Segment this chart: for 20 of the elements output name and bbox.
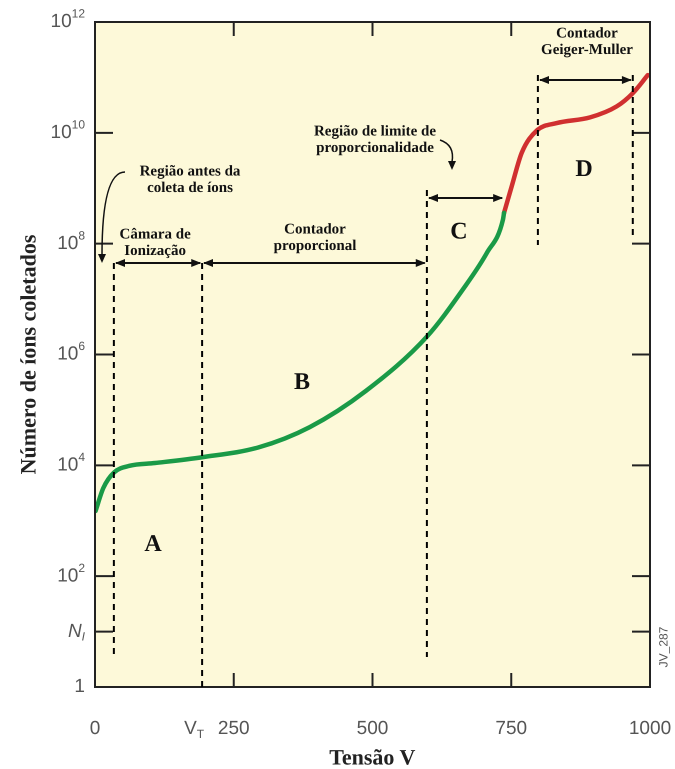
annotation: Região antes da coleta de íons [140,164,241,196]
annotation: Contador proporcional [274,222,356,254]
annotation: Câmara de Ionização [119,226,192,260]
annotation: D [575,156,593,182]
x-tick-label: 750 [495,718,528,740]
y-tick-label: 1 [74,676,86,698]
x-tick-label: 500 [356,718,388,740]
text: JV_287 [656,626,670,668]
x-tick-label: 0 [90,718,100,740]
annotation: C [450,218,468,245]
x-tick-label: 1000 [628,718,672,740]
x-tick-label: 250 [218,718,250,740]
annotation: A [144,531,162,558]
annotation: B [294,369,310,396]
line-series [95,210,506,514]
annotation: Contador Geiger-Muller [541,26,634,58]
y-axis-title: Número de íons coletados [16,234,41,474]
annotation: Região de limite de proporcionalidade [314,124,436,156]
line-series [502,72,650,216]
x-axis-title: Tensão V [329,744,416,769]
